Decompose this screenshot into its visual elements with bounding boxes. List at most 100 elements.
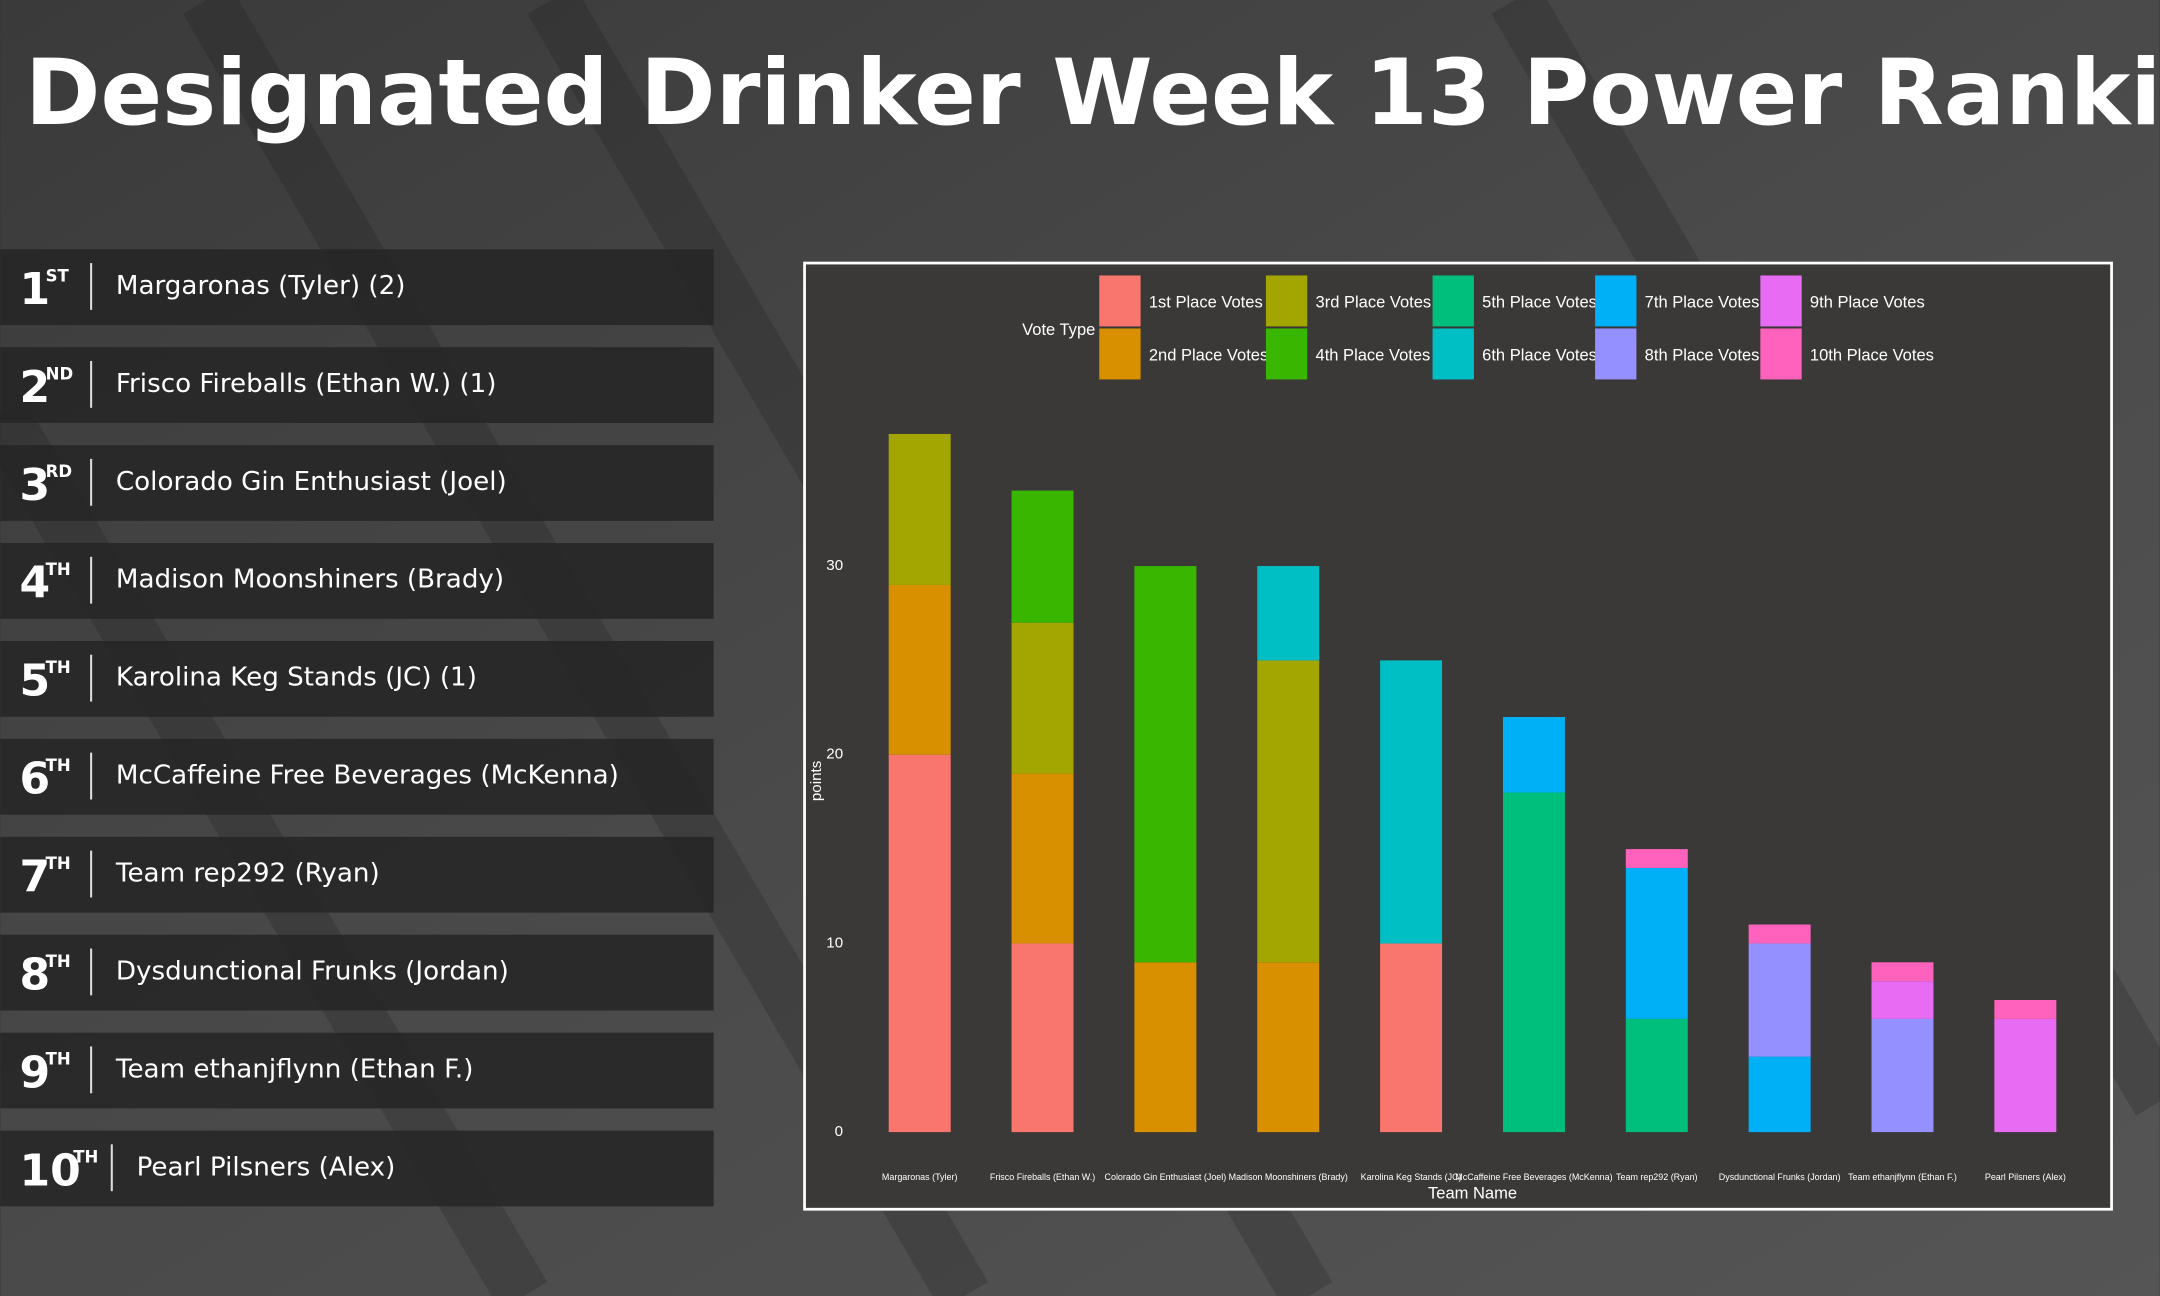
y-tick-label: 20 [826,746,843,763]
bar-segment [1502,792,1565,1133]
x-tick-label: Team rep292 (Ryan) [1616,1172,1697,1182]
x-tick-label: Colorado Gin Enthusiast (Joel) [1105,1172,1227,1182]
legend-label: 8th Place Votes [1645,345,1760,364]
rank-number: 10 [20,1145,81,1196]
bar-segment [1134,566,1197,963]
x-tick-label: Frisco Fireballs (Ethan W.) [990,1172,1095,1182]
rankings-list: 1ST Margaronas (Tyler) (2) 2ND Frisco Fireb… [0,249,714,1207]
bar-segment [1257,962,1320,1133]
team-name: Pearl Pilsners (Alex) [137,1152,396,1182]
bar-segment [1380,660,1443,944]
legend-key [1432,275,1474,327]
y-tick-label: 30 [826,557,843,574]
rank-suffix: ND [46,364,74,383]
chart: Vote Type Team Name points 0 10 20 30 Margar… [808,275,2066,1202]
ranking-row [0,738,714,815]
rank-number: 7 [20,852,51,903]
bar-segment [1011,622,1074,774]
team-name: Team ethanjflynn (Ethan F.) [115,1054,474,1084]
x-tick-label: Pearl Pilsners (Alex) [1985,1172,2066,1182]
legend-key [1595,275,1637,327]
legend-label: 7th Place Votes [1645,292,1760,311]
bar-segment [1994,1000,2057,1019]
rank-suffix: TH [46,658,71,677]
bar-segment [1871,981,1934,1019]
rank-suffix: RD [46,462,72,481]
y-tick-label: 10 [826,934,843,951]
legend-label: 6th Place Votes [1482,345,1597,364]
legend-label: 5th Place Votes [1482,292,1597,311]
rank-suffix: TH [46,854,71,873]
x-tick-label: Madison Moonshiners (Brady) [1229,1172,1348,1182]
legend-key [1265,275,1308,327]
bar-segment [1748,1056,1811,1133]
ranking-row [0,1032,714,1109]
rank-number: 2 [20,362,51,413]
legend-title: Vote Type [1022,320,1095,339]
legend-key [1595,328,1637,380]
ranking-row [0,445,714,521]
legend-key [1099,275,1141,327]
bar-segment [1994,1018,2057,1133]
y-axis-label: points [808,760,825,801]
bar-segment [1625,867,1688,1019]
team-name: Frisco Fireballs (Ethan W.) (1) [116,369,497,399]
ranking-row [0,543,714,619]
ranking-row [0,249,714,326]
rank-suffix: TH [73,1148,98,1167]
ranking-row [0,836,714,913]
legend-key [1265,328,1308,380]
bar-segment [1257,660,1320,963]
rank-suffix: TH [46,1050,71,1069]
bar-segment [1871,1018,1934,1133]
bar-segment [1380,943,1443,1133]
team-name: Karolina Keg Stands (JC) (1) [116,663,477,693]
bar-segment [1011,943,1074,1133]
ranking-row [0,640,714,717]
bar-segment [888,754,951,1133]
bar-segment [1257,566,1320,661]
legend-key [1432,328,1474,380]
x-axis-label: Team Name [1428,1183,1517,1202]
ranking-row [0,934,714,1011]
bar-segment [1502,717,1565,793]
team-name: Team rep292 (Ryan) [115,859,380,889]
rank-number: 5 [20,656,51,707]
bar-segment [1625,1018,1688,1133]
rank-suffix: ST [46,266,70,285]
legend-label: 2nd Place Votes [1149,345,1268,364]
legend-label: 9th Place Votes [1810,292,1925,311]
rank-suffix: TH [46,560,71,579]
y-tick-label: 0 [835,1123,843,1140]
legend-key [1099,328,1141,380]
rank-suffix: TH [46,952,71,971]
bar-segment [888,584,951,755]
x-tick-label: McCaffeine Free Beverages (McKenna) [1455,1172,1612,1182]
rank-number: 4 [20,558,51,609]
rank-number: 8 [20,949,51,1000]
x-tick-label: Team ethanjflynn (Ethan F.) [1848,1172,1957,1182]
team-name: Colorado Gin Enthusiast (Joel) [116,467,507,497]
bar-segment [1625,849,1688,868]
bar-segment [888,433,951,585]
rank-number: 1 [20,264,51,315]
bar-segment [1748,924,1811,944]
team-name: Margaronas (Tyler) (2) [116,271,406,301]
rank-number: 9 [20,1047,51,1098]
bar-segment [1748,943,1811,1057]
title: Designated Drinker Week 13 Power Ranking… [25,41,2160,146]
rank-number: 3 [20,460,51,511]
bar-segment [1011,773,1074,944]
rank-suffix: TH [46,756,71,775]
bar-segment [1011,490,1074,623]
x-tick-label: Dysdunctional Frunks (Jordan) [1719,1172,1841,1182]
legend-key [1760,275,1802,327]
x-tick-label: Margaronas (Tyler) [882,1172,958,1182]
team-name: McCaffeine Free Beverages (McKenna) [116,761,619,791]
legend-label: 4th Place Votes [1316,345,1431,364]
team-name: Dysdunctional Frunks (Jordan) [116,956,509,986]
legend-key [1760,328,1802,380]
legend-label: 1st Place Votes [1149,292,1263,311]
bar-segment [1871,962,1934,982]
team-name: Madison Moonshiners (Brady) [116,565,504,595]
